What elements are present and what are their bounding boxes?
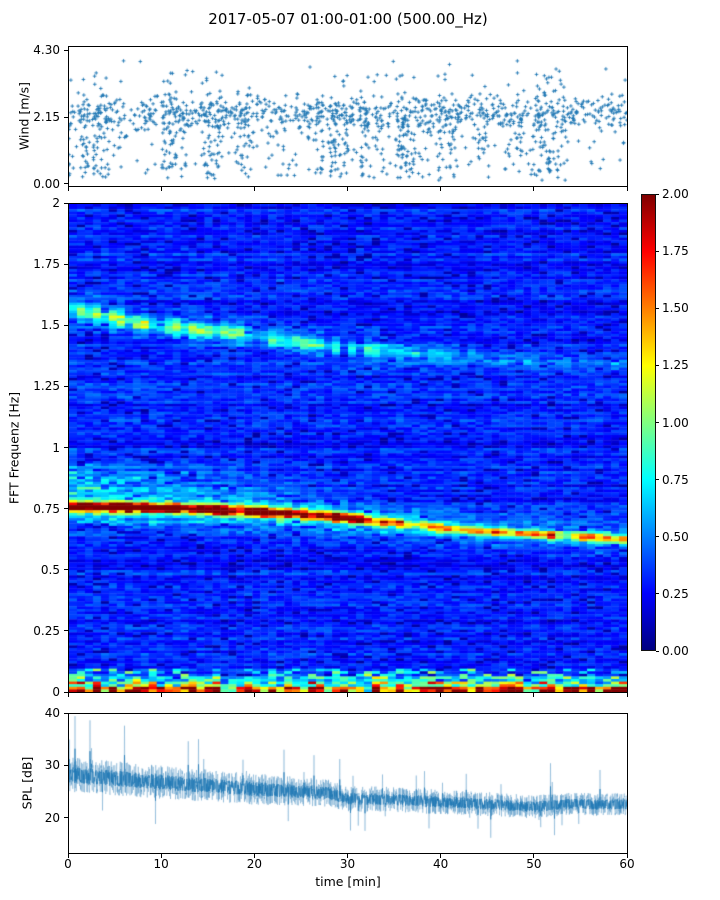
wind-y-tick-label: 2.15 bbox=[33, 110, 60, 125]
colorbar-tick bbox=[656, 536, 659, 538]
spl-x-tick-label: 10 bbox=[153, 857, 169, 871]
spl-y-tick bbox=[64, 817, 68, 819]
fft-x-tick bbox=[626, 693, 628, 697]
fft-y-tick bbox=[64, 324, 68, 326]
wind-x-tick bbox=[626, 187, 628, 191]
colorbar-tick bbox=[656, 422, 659, 423]
spl-y-tick-label: 30 bbox=[44, 758, 60, 773]
spl-line-axes bbox=[68, 713, 628, 854]
fft-y-tick-label: 1 bbox=[52, 440, 60, 455]
colorbar-gradient bbox=[641, 194, 656, 651]
colorbar-tick bbox=[656, 307, 659, 309]
colorbar-tick-label: 2.00 bbox=[662, 187, 689, 201]
spectrogram-canvas bbox=[69, 204, 627, 692]
spl-x-tick-label: 0 bbox=[64, 857, 72, 871]
fft-y-tick-label: 2 bbox=[52, 196, 60, 210]
wind-scatter-axes bbox=[68, 46, 628, 187]
spl-x-tick bbox=[533, 854, 535, 858]
fft-y-tick bbox=[64, 202, 68, 204]
wind-y-tick bbox=[64, 116, 68, 118]
colorbar-tick-label: 0.75 bbox=[662, 472, 689, 487]
fft-y-tick-label: 0.25 bbox=[33, 623, 60, 638]
fft-y-tick-label: 1.5 bbox=[40, 318, 60, 333]
fft-x-tick bbox=[253, 693, 255, 697]
colorbar-tick bbox=[656, 364, 659, 366]
spl-x-tick bbox=[67, 854, 69, 858]
spl-x-tick-label: 20 bbox=[246, 857, 262, 871]
spl-y-tick bbox=[64, 764, 68, 766]
spectrogram-axes bbox=[68, 203, 628, 693]
colorbar-tick-label: 0.00 bbox=[662, 644, 689, 658]
wind-x-tick bbox=[347, 187, 348, 191]
spl-x-tick bbox=[160, 854, 162, 858]
fft-x-tick bbox=[440, 693, 442, 697]
figure-title: 2017-05-07 01:00-01:00 (500.00_Hz) bbox=[208, 10, 488, 28]
fft-y-tick-label: 0 bbox=[52, 685, 60, 699]
colorbar-tick-label: 1.50 bbox=[662, 301, 689, 316]
spl-x-tick-label: 40 bbox=[433, 857, 449, 871]
colorbar-tick-label: 1.75 bbox=[662, 244, 689, 259]
time-x-axis-label: time [min] bbox=[315, 874, 381, 889]
fft-x-tick bbox=[533, 693, 535, 697]
fft-y-tick bbox=[64, 630, 68, 632]
wind-scatter-canvas bbox=[69, 47, 627, 186]
spl-x-tick-label: 30 bbox=[339, 857, 356, 871]
spl-x-tick bbox=[347, 854, 348, 858]
fft-y-tick-label: 1.75 bbox=[33, 257, 60, 272]
wind-y-tick-label: 0.00 bbox=[33, 176, 60, 191]
fft-x-tick bbox=[347, 693, 348, 697]
colorbar-tick-label: 1.00 bbox=[662, 415, 689, 430]
fft-y-tick bbox=[64, 691, 68, 693]
spl-line-canvas bbox=[69, 714, 627, 853]
spl-x-tick bbox=[626, 854, 628, 858]
spl-x-tick bbox=[253, 854, 255, 858]
colorbar-tick bbox=[656, 250, 659, 252]
fft-y-tick-label: 0.75 bbox=[33, 501, 60, 516]
fft-x-tick bbox=[67, 693, 69, 697]
colorbar-tick bbox=[656, 650, 659, 652]
fft-y-tick-label: 0.5 bbox=[40, 562, 60, 577]
wind-x-tick bbox=[253, 187, 255, 191]
wind-y-tick-label: 4.30 bbox=[33, 43, 60, 58]
spl-x-tick-label: 60 bbox=[619, 857, 635, 871]
spl-x-tick bbox=[440, 854, 442, 858]
fft-y-tick-label: 1.25 bbox=[33, 379, 60, 394]
fft-y-tick bbox=[64, 263, 68, 265]
wind-y-tick bbox=[64, 183, 68, 185]
wind-y-tick bbox=[64, 49, 68, 51]
fft-y-tick bbox=[64, 508, 68, 510]
colorbar-tick bbox=[656, 593, 659, 595]
wind-x-tick bbox=[533, 187, 535, 191]
wind-x-tick bbox=[160, 187, 162, 191]
spl-x-tick-label: 50 bbox=[526, 857, 542, 871]
colorbar-tick-label: 0.25 bbox=[662, 586, 689, 601]
fft-y-tick bbox=[64, 569, 68, 571]
fft-y-tick bbox=[64, 385, 68, 387]
spl-y-tick-label: 40 bbox=[44, 706, 60, 720]
colorbar-tick bbox=[656, 479, 659, 481]
wind-x-tick bbox=[67, 187, 69, 191]
fft-y-tick bbox=[64, 447, 68, 448]
spl-y-tick bbox=[64, 712, 68, 714]
colorbar-tick bbox=[656, 193, 659, 195]
colorbar-tick-label: 1.25 bbox=[662, 358, 689, 373]
wind-x-tick bbox=[440, 187, 442, 191]
fft-x-tick bbox=[160, 693, 162, 697]
spl-y-tick-label: 20 bbox=[44, 810, 60, 825]
colorbar-tick-label: 0.50 bbox=[662, 529, 689, 544]
